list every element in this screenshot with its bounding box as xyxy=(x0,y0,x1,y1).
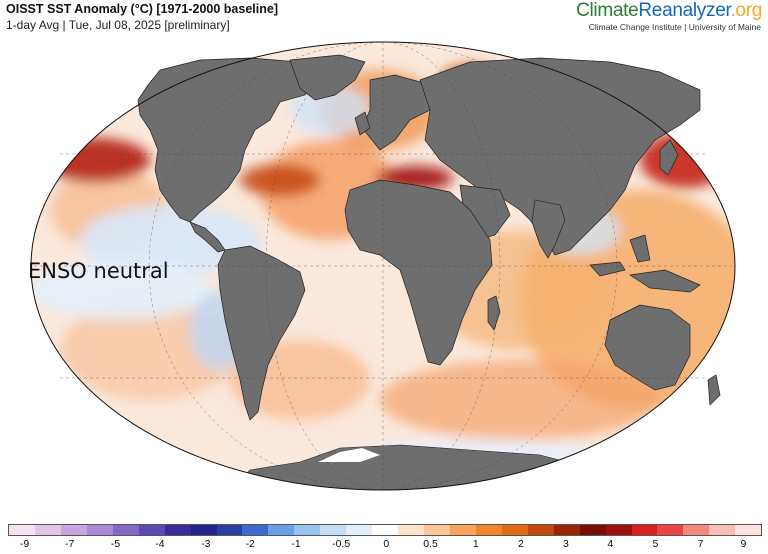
colorbar-segment xyxy=(86,525,113,535)
colorbar-segment xyxy=(657,525,684,535)
colorbar-tick-label: -9 xyxy=(19,538,30,550)
brand-tagline: Climate Change Institute | University of… xyxy=(588,22,761,32)
colorbar-segment xyxy=(9,525,35,535)
colorbar-segment xyxy=(398,525,424,535)
colorbar-tick-label: -4 xyxy=(155,538,165,550)
colorbar-segment xyxy=(60,525,87,535)
colorbar-tick-label: -3 xyxy=(201,538,211,550)
colorbar-segment xyxy=(735,525,762,535)
colorbar-segment xyxy=(631,525,658,535)
brand-logo[interactable]: ClimateReanalyzer.org xyxy=(576,0,762,22)
colorbar-segment xyxy=(424,525,450,535)
colorbar-tick-label: 2 xyxy=(517,538,524,550)
continents xyxy=(137,54,721,421)
colorbar-segment xyxy=(112,525,139,535)
colorbar-tick-label: 1 xyxy=(472,538,479,550)
colorbar-tick-label: 3 xyxy=(563,538,569,550)
colorbar-tick-label: 0 xyxy=(383,538,390,550)
colorbar-segment xyxy=(34,525,61,535)
colorbar-tick-label: 4 xyxy=(607,538,614,550)
sst-anomaly-map: ENSO neutral xyxy=(28,41,736,491)
colorbar-segment xyxy=(605,525,632,535)
colorbar-tick-label: 7 xyxy=(697,538,704,550)
brand-part-1: Climate xyxy=(576,0,639,21)
colorbar-segment xyxy=(190,525,217,535)
colorbar-segment xyxy=(294,525,321,535)
colorbar-tick-label: -0.5 xyxy=(332,538,351,550)
colorbar-segment xyxy=(164,525,191,535)
brand-part-3: .org xyxy=(730,0,762,21)
colorbar-segment xyxy=(579,525,606,535)
colorbar-segment xyxy=(527,525,554,535)
colorbar xyxy=(8,524,762,536)
map-subtitle: 1-day Avg | Tue, Jul 08, 2025 [prelimina… xyxy=(6,18,230,32)
colorbar-segment xyxy=(475,525,502,535)
colorbar-segment xyxy=(683,525,710,535)
colorbar-tick-label: 5 xyxy=(652,538,659,550)
map-title: OISST SST Anomaly (°C) [1971-2000 baseli… xyxy=(6,2,278,16)
colorbar-tick-label: 9 xyxy=(740,538,747,550)
colorbar-segment xyxy=(242,525,269,535)
colorbar-segment xyxy=(553,525,580,535)
colorbar-tick-label: -7 xyxy=(64,538,75,550)
colorbar-segment xyxy=(709,525,736,535)
globe-outline xyxy=(30,41,736,491)
brand-part-2: Reanalyzer xyxy=(638,0,731,21)
colorbar-segment xyxy=(216,525,243,535)
colorbar-segment xyxy=(138,525,165,535)
colorbar-tick-label: -2 xyxy=(245,538,255,550)
colorbar-ticks: -9 -7 -5 -4 -3 -2 -1 -0.5 0 0.5 1 2 3 4 5 7 9 xyxy=(8,538,760,552)
colorbar-segment xyxy=(346,525,373,535)
colorbar-tick-label: 0.5 xyxy=(423,538,438,550)
colorbar-segment xyxy=(372,525,399,535)
colorbar-segment xyxy=(449,525,476,535)
colorbar-tick-label: -1 xyxy=(291,538,301,550)
colorbar-segment xyxy=(320,525,347,535)
colorbar-segment xyxy=(501,525,528,535)
colorbar-tick-label: -5 xyxy=(110,538,121,550)
colorbar-segment xyxy=(268,525,295,535)
enso-annotation: ENSO neutral xyxy=(28,259,169,283)
